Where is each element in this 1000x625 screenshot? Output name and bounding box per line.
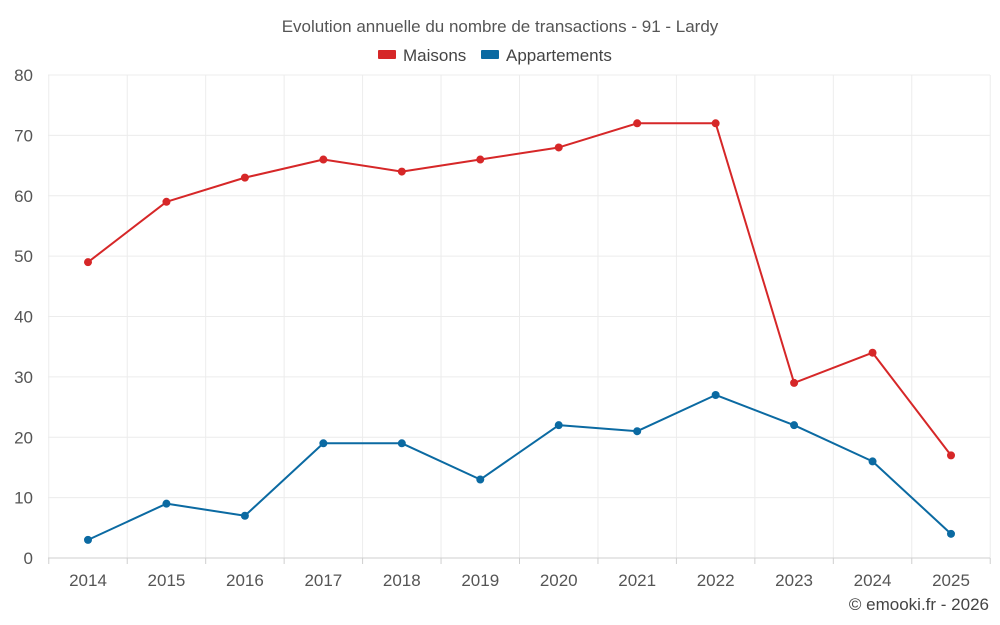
data-point-maisons[interactable]	[711, 119, 720, 128]
y-tick-label: 10	[14, 489, 33, 508]
chart-title: Evolution annuelle du nombre de transact…	[282, 17, 719, 36]
series-layer	[84, 119, 955, 544]
x-tick-label: 2021	[618, 571, 656, 590]
y-tick-label: 20	[14, 428, 33, 447]
data-point-maisons[interactable]	[790, 378, 799, 387]
data-point-appartements[interactable]	[790, 421, 799, 430]
data-point-appartements[interactable]	[162, 499, 171, 508]
x-tick-label: 2016	[226, 571, 264, 590]
x-tick-label: 2017	[304, 571, 342, 590]
x-tick-label: 2018	[383, 571, 421, 590]
x-tick-label: 2019	[461, 571, 499, 590]
data-point-maisons[interactable]	[162, 197, 171, 206]
x-tick-label: 2024	[854, 571, 892, 590]
x-tick-label: 2022	[697, 571, 735, 590]
data-point-maisons[interactable]	[476, 155, 485, 164]
x-axis: 2014 2015 2016 2017 2018 2019 2020 2021 2022 2023…	[48, 557, 991, 590]
data-point-appartements[interactable]	[476, 475, 485, 484]
y-tick-label: 40	[14, 308, 33, 327]
legend-label-appartements[interactable]: Appartements	[506, 46, 612, 65]
data-point-maisons[interactable]	[319, 155, 328, 164]
data-point-maisons[interactable]	[868, 348, 877, 357]
data-point-appartements[interactable]	[319, 439, 328, 448]
legend: Maisons Appartements	[378, 46, 612, 65]
data-point-appartements[interactable]	[397, 439, 406, 448]
y-tick-label: 80	[14, 66, 33, 85]
y-tick-label: 70	[14, 126, 33, 145]
data-point-maisons[interactable]	[84, 258, 92, 267]
legend-swatch-appartements	[481, 50, 499, 59]
data-point-appartements[interactable]	[84, 535, 92, 544]
data-point-appartements[interactable]	[240, 511, 249, 520]
x-tick-label: 2020	[540, 571, 578, 590]
data-point-maisons[interactable]	[397, 167, 406, 176]
data-point-appartements[interactable]	[947, 529, 955, 538]
data-point-appartements[interactable]	[554, 421, 563, 430]
y-tick-label: 0	[24, 549, 33, 568]
data-point-appartements[interactable]	[633, 427, 642, 436]
y-tick-label: 30	[14, 368, 33, 387]
data-point-maisons[interactable]	[633, 119, 642, 128]
x-tick-label: 2014	[69, 571, 107, 590]
data-point-appartements[interactable]	[711, 390, 720, 399]
y-tick-label: 60	[14, 187, 33, 206]
x-tick-label: 2025	[932, 571, 970, 590]
series-line-appartements	[87, 393, 952, 541]
x-tick-label: 2023	[775, 571, 813, 590]
data-point-maisons[interactable]	[947, 451, 955, 460]
series-line-maisons	[87, 122, 952, 456]
data-point-maisons[interactable]	[554, 143, 563, 152]
legend-swatch-maisons	[378, 50, 396, 59]
y-axis: 0 10 20 30 40 50 60 70 80	[14, 66, 33, 568]
credit: © emooki.fr - 2026	[849, 595, 989, 614]
x-tick-label: 2015	[148, 571, 186, 590]
y-tick-label: 50	[14, 247, 33, 266]
data-point-appartements[interactable]	[868, 457, 877, 466]
data-point-maisons[interactable]	[240, 173, 249, 182]
grid	[48, 74, 991, 558]
legend-label-maisons[interactable]: Maisons	[403, 46, 466, 65]
